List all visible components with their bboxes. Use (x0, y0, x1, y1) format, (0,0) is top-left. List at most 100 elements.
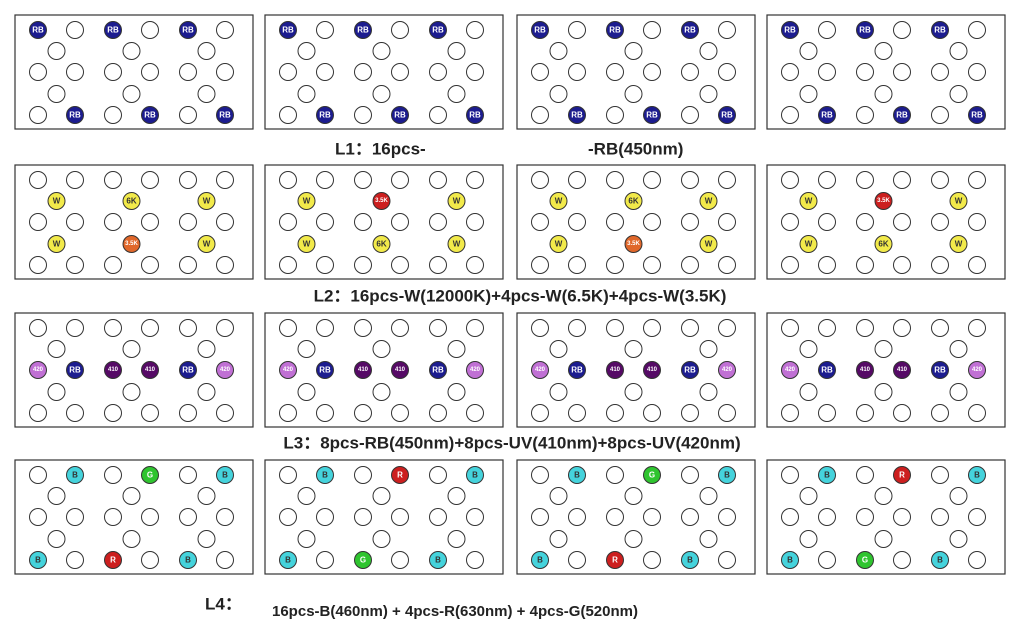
led-label: RB (859, 26, 871, 35)
led-empty (681, 466, 699, 484)
led-empty (429, 256, 447, 274)
led-lit (216, 361, 234, 379)
led-empty (447, 383, 466, 401)
led-empty (949, 383, 968, 401)
led-empty (818, 213, 836, 231)
led-lit (104, 21, 122, 39)
led-empty (429, 466, 447, 484)
led-empty (643, 63, 661, 81)
led-empty (781, 466, 799, 484)
led-empty (718, 404, 736, 422)
led-empty (29, 63, 47, 81)
led-empty (29, 106, 47, 124)
led-label: RB (32, 26, 44, 35)
led-empty (781, 319, 799, 337)
led-label: W (805, 240, 813, 249)
led-lit (718, 106, 736, 124)
led-empty (856, 466, 874, 484)
led-empty (818, 551, 836, 569)
led-empty (29, 319, 47, 337)
led-lit (699, 192, 718, 210)
led-lit (141, 106, 159, 124)
led-label: RB (182, 366, 194, 375)
led-empty (279, 106, 297, 124)
led-empty (818, 508, 836, 526)
led-empty (568, 319, 586, 337)
led-empty (47, 42, 66, 60)
led-lit (372, 235, 391, 253)
led-lit (66, 466, 84, 484)
led-label: 3.5K (877, 198, 890, 204)
led-empty (391, 21, 409, 39)
led-empty (874, 530, 893, 548)
led-empty (968, 319, 986, 337)
led-empty (66, 508, 84, 526)
led-empty (968, 21, 986, 39)
led-label: G (147, 471, 153, 480)
led-label: RB (571, 111, 583, 120)
led-empty (699, 530, 718, 548)
led-label: B (185, 556, 191, 565)
led-lit (66, 106, 84, 124)
led-lit (643, 466, 661, 484)
led-panel: W 3.5K W W 6K W (766, 164, 1006, 280)
panel-frame (14, 459, 254, 575)
led-empty (447, 340, 466, 358)
led-label: RB (432, 366, 444, 375)
led-lit (931, 21, 949, 39)
led-empty (47, 340, 66, 358)
led-label: 420 (283, 367, 294, 373)
led-empty (197, 42, 216, 60)
led-empty (104, 319, 122, 337)
led-label: RB (784, 26, 796, 35)
led-empty (66, 319, 84, 337)
led-lit (47, 192, 66, 210)
led-empty (197, 383, 216, 401)
led-empty (549, 530, 568, 548)
led-label: RB (357, 26, 369, 35)
led-label: RB (971, 111, 983, 120)
led-empty (354, 404, 372, 422)
led-empty (531, 404, 549, 422)
led-empty (316, 508, 334, 526)
led-panel: RB RB RB RB RB RB (516, 14, 756, 130)
led-panel: RB RB RB RB RB RB (14, 14, 254, 130)
led-empty (874, 487, 893, 505)
led-label: RB (469, 111, 481, 120)
led-empty (66, 171, 84, 189)
led-empty (949, 530, 968, 548)
led-empty (549, 42, 568, 60)
led-lit (968, 361, 986, 379)
led-empty (718, 508, 736, 526)
led-empty (643, 551, 661, 569)
led-empty (372, 487, 391, 505)
led-empty (531, 171, 549, 189)
led-panel: 420 RB 410 410 RB 420 (264, 312, 504, 428)
led-lit (391, 361, 409, 379)
led-empty (391, 256, 409, 274)
led-empty (179, 466, 197, 484)
led-panel: RB RB RB RB RB RB (264, 14, 504, 130)
led-empty (179, 319, 197, 337)
led-empty (279, 404, 297, 422)
led-empty (874, 85, 893, 103)
led-panel: W 3.5K W W 6K W (264, 164, 504, 280)
led-empty (354, 171, 372, 189)
led-label: RB (684, 26, 696, 35)
panel-frame (264, 164, 504, 280)
led-empty (606, 213, 624, 231)
led-empty (66, 256, 84, 274)
led-label: W (303, 197, 311, 206)
led-empty (466, 319, 484, 337)
led-lit (29, 21, 47, 39)
led-empty (718, 63, 736, 81)
led-lit (606, 361, 624, 379)
led-empty (549, 340, 568, 358)
led-label: RB (319, 366, 331, 375)
led-empty (316, 319, 334, 337)
led-label: 3.5K (627, 241, 640, 247)
led-empty (718, 319, 736, 337)
led-empty (681, 508, 699, 526)
led-empty (29, 256, 47, 274)
led-empty (931, 171, 949, 189)
